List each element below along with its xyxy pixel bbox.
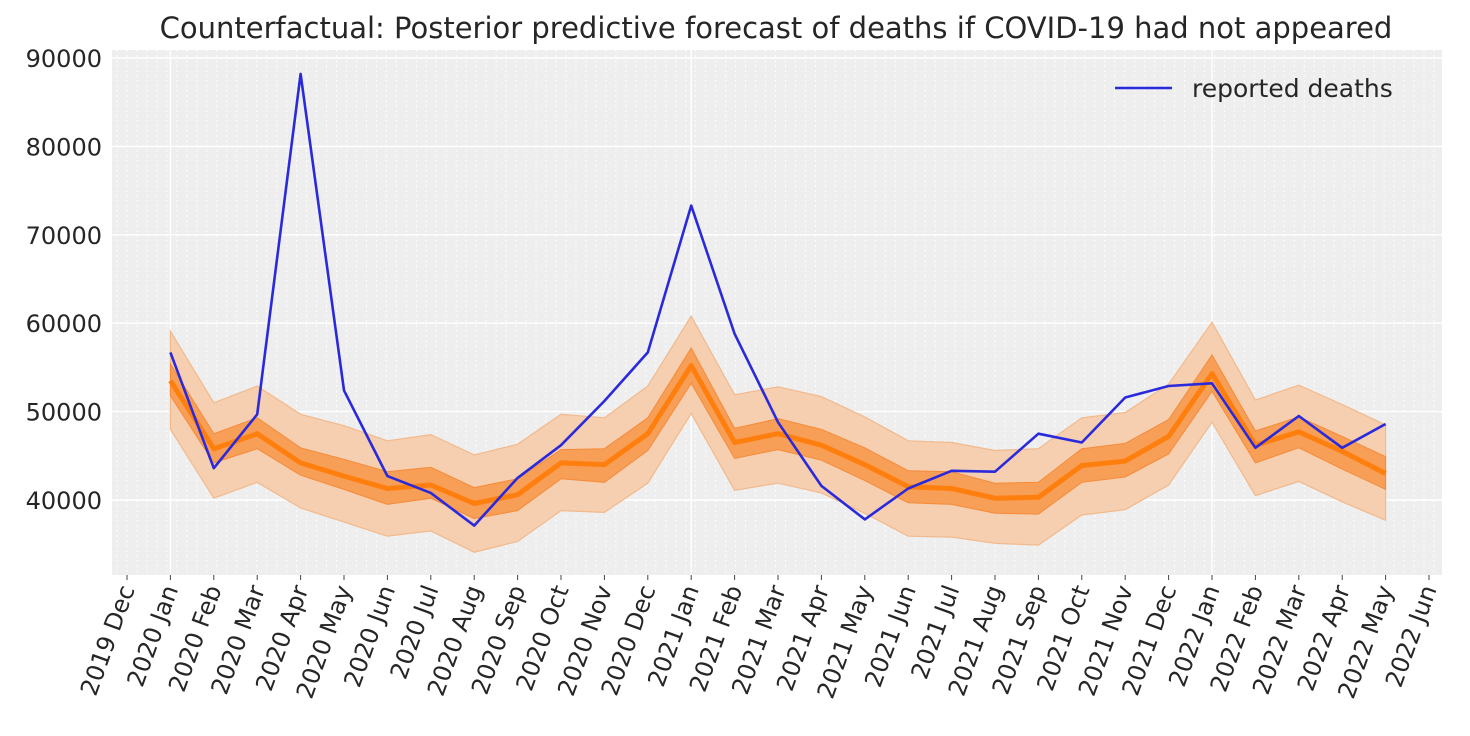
y-axis-ticks: 40000 50000 60000 70000 80000 90000	[26, 45, 102, 515]
series-lines	[168, 72, 1387, 527]
y-tick-label: 50000	[26, 399, 102, 427]
y-tick-label: 90000	[26, 45, 102, 73]
y-tick-label: 40000	[26, 487, 102, 515]
reported-deaths-line	[169, 72, 1387, 527]
legend-label-reported-deaths: reported deaths	[1192, 74, 1393, 103]
forecast-median-line	[168, 363, 1387, 506]
chart-title: Counterfactual: Posterior predictive for…	[160, 11, 1393, 45]
y-tick-label: 80000	[26, 133, 102, 161]
y-tick-label: 60000	[26, 310, 102, 338]
legend: reported deaths	[1115, 74, 1393, 103]
y-tick-label: 70000	[26, 222, 102, 250]
